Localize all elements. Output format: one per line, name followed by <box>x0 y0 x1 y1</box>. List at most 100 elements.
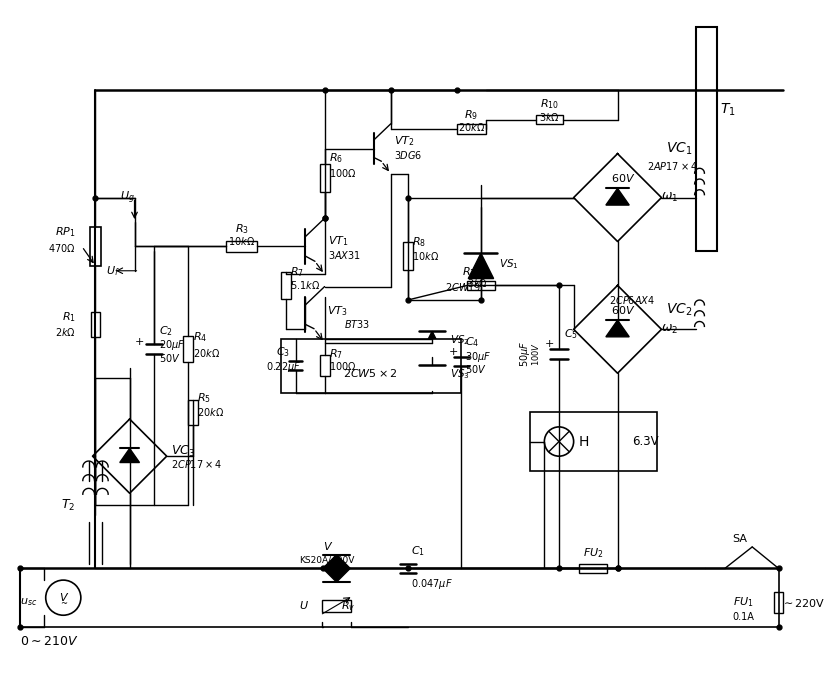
Text: $VS_2$: $VS_2$ <box>450 333 470 347</box>
Text: $C_4$: $C_4$ <box>465 335 480 349</box>
Polygon shape <box>605 320 629 337</box>
Text: $30\mu F$: $30\mu F$ <box>465 350 492 364</box>
Circle shape <box>46 580 81 615</box>
Text: ~: ~ <box>60 599 67 608</box>
Bar <box>580 564 607 573</box>
Text: $T_1$: $T_1$ <box>720 101 736 118</box>
Text: $20k\Omega$: $20k\Omega$ <box>193 347 220 358</box>
Bar <box>774 592 783 614</box>
Text: $R_4$: $R_4$ <box>193 330 208 344</box>
Bar <box>89 227 102 266</box>
Text: $u_{sc}$: $u_{sc}$ <box>20 596 38 609</box>
Text: $FU_2$: $FU_2$ <box>583 546 604 560</box>
Text: $0\sim210V$: $0\sim210V$ <box>20 635 78 648</box>
Bar <box>530 412 656 471</box>
Text: $C_5$: $C_5$ <box>564 327 578 341</box>
Text: $VT_2$: $VT_2$ <box>394 134 414 148</box>
Text: $50V$: $50V$ <box>465 363 487 376</box>
Text: $2CP6AX4$: $2CP6AX4$ <box>609 294 656 306</box>
Text: $2CW5\times2$: $2CW5\times2$ <box>344 367 398 379</box>
Text: $VT_3$: $VT_3$ <box>327 304 347 317</box>
Bar <box>467 280 495 290</box>
Text: SA: SA <box>732 534 747 544</box>
Text: $RP_1$: $RP_1$ <box>55 225 76 239</box>
Polygon shape <box>420 365 445 391</box>
Polygon shape <box>605 188 629 205</box>
Text: $0.047\mu F$: $0.047\mu F$ <box>410 577 453 591</box>
Text: $50V$: $50V$ <box>159 352 180 364</box>
Text: $VS_3$: $VS_3$ <box>450 367 470 381</box>
Text: $5.1k\Omega$: $5.1k\Omega$ <box>289 279 319 291</box>
Text: $100V$: $100V$ <box>530 341 541 366</box>
Text: +: + <box>449 347 459 357</box>
Bar <box>322 600 351 612</box>
Text: $VC_1$: $VC_1$ <box>666 141 693 157</box>
Text: $\omega_2$: $\omega_2$ <box>661 323 679 336</box>
Text: $R_1$: $R_1$ <box>62 310 76 324</box>
Circle shape <box>545 427 574 456</box>
Bar <box>188 399 198 425</box>
Text: $R_5$: $R_5$ <box>197 392 211 406</box>
Text: $2CP17\times4$: $2CP17\times4$ <box>171 458 222 470</box>
Text: $R_3$: $R_3$ <box>235 222 249 236</box>
Text: $3k\Omega$: $3k\Omega$ <box>466 278 487 289</box>
Polygon shape <box>323 568 350 582</box>
Text: V: V <box>59 592 67 603</box>
Text: 0.1A: 0.1A <box>732 612 754 622</box>
Polygon shape <box>468 253 494 278</box>
Text: $3DG6$: $3DG6$ <box>394 148 422 161</box>
Text: $T_2$: $T_2$ <box>62 497 76 512</box>
Bar <box>320 164 329 192</box>
Text: $3k\Omega$: $3k\Omega$ <box>539 111 560 122</box>
Text: $R_9$: $R_9$ <box>465 108 478 122</box>
Text: $U_f$: $U_f$ <box>106 264 120 278</box>
Bar <box>696 27 717 251</box>
Text: $20k\Omega$: $20k\Omega$ <box>197 406 224 418</box>
Text: $FU_1$: $FU_1$ <box>733 596 754 609</box>
Text: $\sim$220V: $\sim$220V <box>781 596 826 609</box>
Text: $20k\Omega$: $20k\Omega$ <box>458 121 485 133</box>
Text: $2AP17\times4$: $2AP17\times4$ <box>647 160 697 172</box>
Text: $2k\Omega$: $2k\Omega$ <box>55 326 76 339</box>
Text: $50\mu F$: $50\mu F$ <box>518 341 532 367</box>
Text: $470\Omega$: $470\Omega$ <box>48 242 76 254</box>
Text: $60V$: $60V$ <box>611 304 636 316</box>
Text: $VC_2$: $VC_2$ <box>666 302 693 318</box>
Bar <box>91 312 100 337</box>
Text: $R_v$: $R_v$ <box>341 600 356 614</box>
Text: $R_8$: $R_8$ <box>412 235 425 250</box>
Text: $20\mu F$: $20\mu F$ <box>159 338 185 352</box>
Text: $C_3$: $C_3$ <box>276 345 290 358</box>
Text: $VT_1$: $VT_1$ <box>328 235 348 248</box>
Text: +: + <box>545 339 554 349</box>
Text: U: U <box>299 601 307 611</box>
Bar <box>226 241 258 252</box>
Text: $U_g$: $U_g$ <box>120 189 134 206</box>
Text: $3AX31$: $3AX31$ <box>328 249 360 261</box>
Polygon shape <box>120 449 139 462</box>
Bar <box>183 336 193 362</box>
Text: KS20A/400V: KS20A/400V <box>299 555 354 564</box>
Polygon shape <box>420 331 445 356</box>
Text: $\omega_1$: $\omega_1$ <box>661 191 679 204</box>
Bar <box>281 272 290 299</box>
Text: $R_{10}$: $R_{10}$ <box>540 97 559 111</box>
Text: $R_6$: $R_6$ <box>329 152 343 166</box>
Text: $R_7$: $R_7$ <box>289 265 304 278</box>
Text: V: V <box>323 542 330 552</box>
Text: +: + <box>135 337 144 347</box>
Text: $2CW19$: $2CW19$ <box>445 281 481 293</box>
Text: $10k\Omega$: $10k\Omega$ <box>229 235 255 248</box>
Text: $C_2$: $C_2$ <box>159 324 173 338</box>
Bar <box>281 339 461 393</box>
Bar <box>456 124 486 134</box>
Text: $100\Omega$: $100\Omega$ <box>329 167 356 179</box>
Text: H: H <box>579 434 589 449</box>
Text: 6.3V: 6.3V <box>632 435 659 448</box>
Text: $VC_3$: $VC_3$ <box>171 444 195 459</box>
Bar <box>403 242 413 269</box>
Polygon shape <box>323 555 350 568</box>
Text: $R_7$: $R_7$ <box>329 347 343 360</box>
Text: $BT33$: $BT33$ <box>344 319 370 330</box>
Bar <box>320 355 329 376</box>
